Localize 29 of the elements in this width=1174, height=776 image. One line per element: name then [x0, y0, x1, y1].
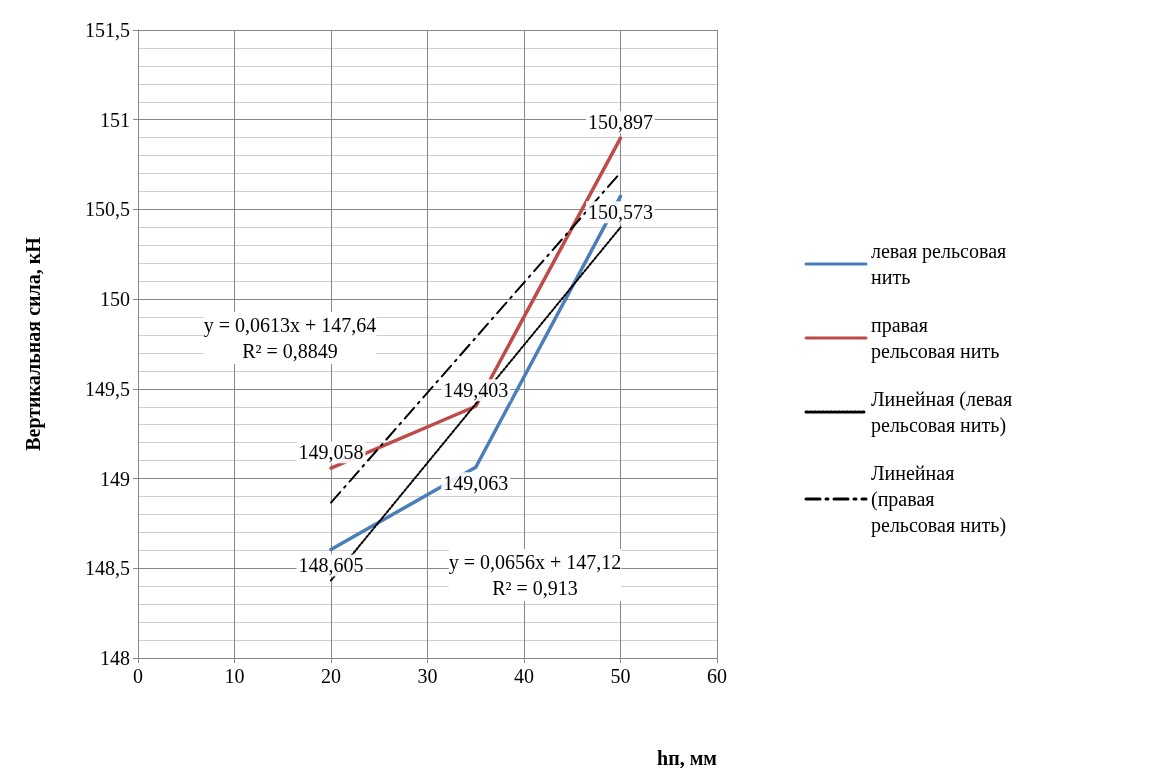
- y-tick-label: 149,5: [85, 377, 130, 400]
- data-label: 150,573: [588, 201, 653, 224]
- legend-label: правая рельсовая нить: [871, 314, 1000, 363]
- data-label: 149,403: [443, 379, 509, 402]
- x-tick-label: 20: [321, 665, 341, 687]
- y-axis-title: Вертикальная сила, кН: [22, 236, 45, 451]
- legend-label: Линейная (левая рельсовая нить): [871, 388, 1018, 437]
- annotation: y = 0,0613x + 147,64 R² = 0,8849: [203, 314, 377, 362]
- annotation: y = 0,0656x + 147,12 R² = 0,913: [448, 551, 622, 599]
- y-tick-label: 151: [100, 108, 130, 131]
- y-tick-label: 151,5: [85, 19, 130, 41]
- x-tick-label: 10: [224, 665, 245, 687]
- data-label: 149,063: [443, 472, 509, 495]
- x-tick-label: 40: [514, 665, 534, 687]
- x-axis-title: hп, мм: [657, 747, 717, 769]
- data-label: 150,897: [588, 111, 653, 134]
- y-tick-label: 150,5: [85, 198, 130, 221]
- y-tick-label: 148,5: [85, 557, 130, 580]
- x-tick-label: 0: [133, 665, 143, 687]
- data-label: 148,605: [298, 554, 364, 577]
- x-tick-label: 60: [707, 665, 727, 687]
- data-label: 149,058: [298, 441, 364, 464]
- legend-label: левая рельсовая нить: [871, 240, 1012, 288]
- x-tick-label: 30: [417, 665, 438, 687]
- legend-label: Линейная (правая рельсовая нить): [871, 462, 1007, 537]
- x-tick-label: 50: [610, 665, 631, 687]
- y-tick-label: 149: [100, 467, 130, 490]
- y-tick-label: 150: [100, 288, 130, 311]
- y-tick-label: 148: [100, 647, 130, 669]
